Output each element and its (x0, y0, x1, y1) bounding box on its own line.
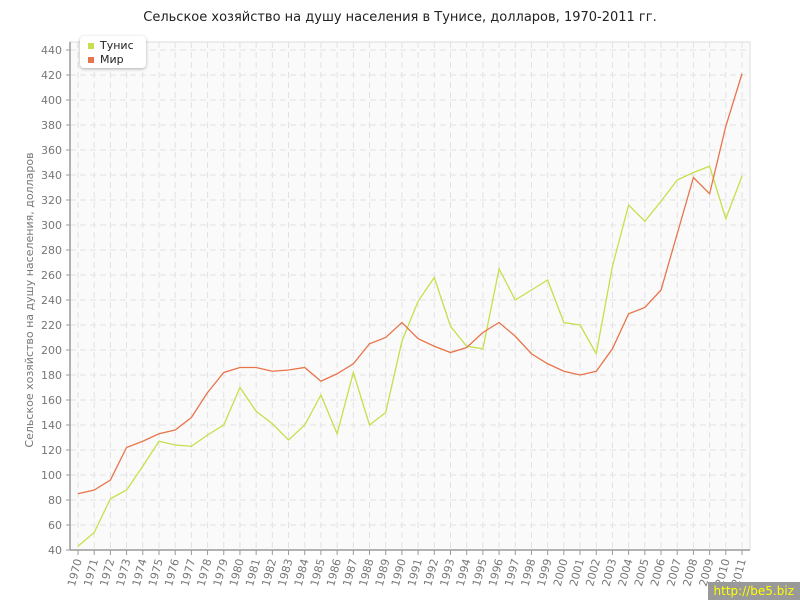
y-tick-label: 220 (41, 319, 62, 332)
legend-swatch (88, 56, 94, 63)
y-tick-label: 40 (48, 544, 62, 557)
y-tick-label: 140 (41, 419, 62, 432)
chart-title: Сельское хозяйство на душу населения в Т… (143, 10, 657, 25)
legend-item-world[interactable]: Мир (88, 53, 124, 66)
y-tick-label: 440 (41, 44, 62, 57)
legend-label: Тунис (100, 39, 134, 52)
y-tick-label: 160 (41, 394, 62, 407)
watermark[interactable]: http://be5.biz (707, 582, 800, 600)
y-tick-label: 280 (41, 244, 62, 257)
y-tick-label: 80 (48, 494, 62, 507)
y-tick-label: 60 (48, 519, 62, 532)
y-tick-label: 120 (41, 444, 62, 457)
series-line-world (77, 73, 743, 495)
series-line-tunisia (77, 165, 743, 547)
y-tick-label: 320 (41, 194, 62, 207)
y-tick-label: 420 (41, 69, 62, 82)
y-tick-label: 180 (41, 369, 62, 382)
y-tick-label: 300 (41, 219, 62, 232)
legend: Тунис Мир (80, 36, 146, 68)
y-tick-label: 200 (41, 344, 62, 357)
y-tick-label: 240 (41, 294, 62, 307)
y-tick-label: 360 (41, 144, 62, 157)
y-axis-label: Сельское хозяйство на душу населения, до… (23, 152, 36, 447)
plot-area (69, 41, 751, 551)
y-tick-label: 340 (41, 169, 62, 182)
y-tick-label: 100 (41, 469, 62, 482)
y-tick-label: 400 (41, 94, 62, 107)
legend-item-tunisia[interactable]: Тунис (88, 39, 134, 52)
legend-swatch (88, 42, 94, 49)
y-tick-label: 380 (41, 119, 62, 132)
legend-label: Мир (100, 53, 124, 66)
y-tick-label: 260 (41, 269, 62, 282)
